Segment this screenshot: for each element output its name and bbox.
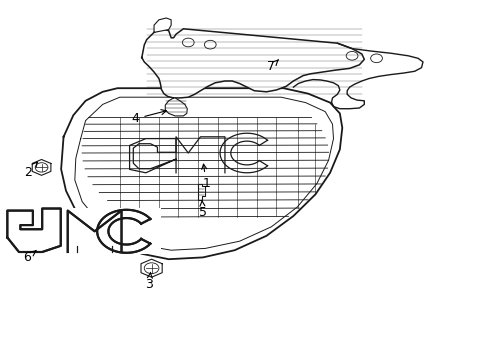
Text: 1: 1 bbox=[202, 164, 210, 190]
Text: 4: 4 bbox=[131, 110, 166, 125]
Polygon shape bbox=[61, 88, 342, 259]
Bar bbox=[5, 208, 160, 254]
Polygon shape bbox=[75, 97, 333, 250]
Polygon shape bbox=[141, 259, 162, 277]
Polygon shape bbox=[154, 18, 171, 32]
Polygon shape bbox=[142, 29, 364, 98]
Polygon shape bbox=[198, 184, 205, 200]
Text: 5: 5 bbox=[199, 200, 206, 219]
Text: 7: 7 bbox=[267, 60, 278, 73]
Text: 3: 3 bbox=[145, 272, 153, 291]
Text: 2: 2 bbox=[24, 162, 38, 179]
Polygon shape bbox=[32, 159, 51, 175]
Text: 6: 6 bbox=[23, 251, 36, 264]
Polygon shape bbox=[165, 98, 187, 116]
